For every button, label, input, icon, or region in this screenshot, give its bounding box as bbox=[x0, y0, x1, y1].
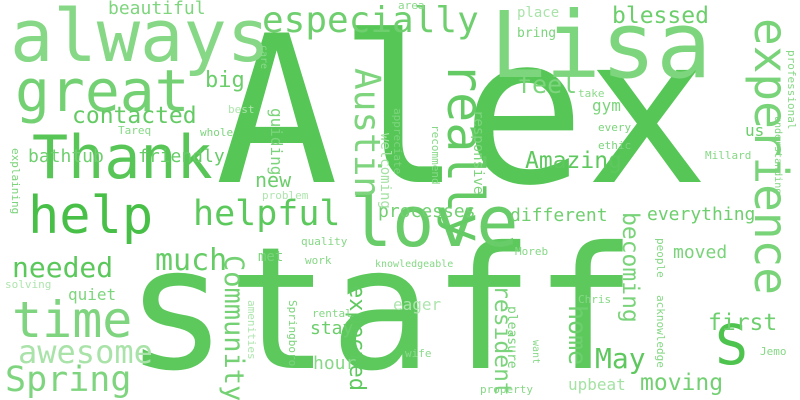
word-friendly: friendly bbox=[138, 146, 225, 167]
word-millard: Millard bbox=[705, 149, 752, 162]
word-moved: moved bbox=[673, 242, 728, 263]
word-spring: Spring bbox=[5, 360, 132, 400]
word-springboro: Springboro bbox=[286, 300, 299, 367]
word-big: big bbox=[205, 68, 245, 93]
word-gym: gym bbox=[592, 96, 621, 115]
word-tareq: Tareq bbox=[118, 124, 152, 137]
word-whole: whole bbox=[200, 126, 234, 139]
word-community: Community bbox=[218, 255, 249, 400]
word-moreb: Moreb bbox=[515, 245, 549, 258]
word-awesome: awesome bbox=[18, 333, 153, 371]
word-eager: eager bbox=[393, 295, 442, 314]
word-thank: Thank bbox=[32, 123, 213, 193]
word-property: property bbox=[480, 383, 533, 396]
word-people: people bbox=[654, 238, 667, 278]
word-jemo: Jemo bbox=[760, 345, 787, 358]
word-upbeat: upbeat bbox=[568, 375, 626, 394]
word-experience: experience bbox=[744, 18, 798, 295]
word-understanding: understanding bbox=[772, 116, 783, 195]
word-needed: needed bbox=[12, 251, 114, 284]
word-every: every bbox=[598, 121, 632, 134]
word-home: home bbox=[563, 305, 592, 366]
word-everything: everything bbox=[647, 204, 756, 225]
word-feel: feel bbox=[517, 70, 578, 99]
word-rental: rental bbox=[312, 307, 352, 320]
word-ethic: ethic bbox=[598, 139, 632, 152]
word-quality: quality bbox=[301, 235, 348, 248]
word-may: May bbox=[595, 342, 646, 375]
word-met: met bbox=[258, 249, 284, 265]
word-beautiful: beautiful bbox=[108, 0, 206, 19]
word-problem: problem bbox=[262, 189, 309, 202]
word-processes: processes bbox=[378, 201, 476, 222]
word-appreciate: appreciate bbox=[391, 108, 404, 175]
word-area: area bbox=[398, 0, 425, 12]
word-great: great bbox=[15, 57, 190, 125]
word-take: take bbox=[578, 87, 605, 100]
word-amenities: amenities bbox=[245, 300, 258, 360]
word-much: much bbox=[155, 243, 228, 278]
word-responsive: responsive bbox=[470, 110, 486, 195]
word-stay: stay bbox=[310, 318, 354, 339]
word-really: really bbox=[436, 62, 494, 243]
word-helpful: helpful bbox=[193, 194, 341, 234]
word-resident: resident bbox=[489, 285, 515, 396]
word-always: always bbox=[10, 0, 271, 78]
word-guiding: guiding bbox=[267, 108, 286, 176]
word-becoming: becoming bbox=[617, 212, 643, 323]
word-knowledgeable: knowledgeable bbox=[375, 259, 454, 270]
word-blessed: blessed bbox=[612, 3, 709, 29]
word-time: time bbox=[12, 291, 133, 349]
word-contacted: contacted bbox=[72, 103, 197, 129]
word-lisa: Lisa bbox=[490, 0, 712, 99]
word-bring: bring bbox=[517, 26, 557, 41]
word-alex: Alex bbox=[215, 0, 709, 231]
word-wife: wife bbox=[405, 347, 432, 360]
word-professional: professional bbox=[785, 50, 798, 130]
word-different: different bbox=[510, 205, 608, 226]
word-want: want bbox=[530, 340, 541, 365]
word-work: work bbox=[305, 254, 332, 267]
word-expected: expected bbox=[344, 285, 369, 391]
word-explaining: explaining bbox=[9, 148, 22, 215]
word-acknowledge: acknowledge bbox=[654, 295, 667, 368]
word-s: S bbox=[715, 313, 749, 377]
word-us: us bbox=[745, 121, 765, 140]
word-especially: especially bbox=[262, 0, 479, 41]
word-moving: moving bbox=[640, 370, 724, 396]
word-hour: hour bbox=[313, 353, 357, 374]
word-recommend: recommend bbox=[429, 125, 442, 185]
word-chris: Chris bbox=[578, 293, 612, 306]
word-bathtub: bathtub bbox=[28, 146, 104, 167]
word-amazing: Amazing bbox=[525, 148, 622, 174]
word-staff: staff bbox=[125, 211, 637, 400]
word-quiet: quiet bbox=[68, 285, 117, 304]
word-solving: solving bbox=[5, 278, 52, 291]
word-welcoming: welcoming bbox=[377, 133, 393, 209]
word-best: best bbox=[228, 103, 255, 116]
word-new: new bbox=[255, 168, 292, 192]
word-love: love bbox=[350, 181, 519, 263]
word-help: help bbox=[28, 186, 154, 246]
word-place: place bbox=[517, 5, 560, 21]
word-care: care bbox=[258, 45, 269, 70]
word-first: first bbox=[708, 310, 778, 336]
word-pleasure: pleasure bbox=[504, 306, 519, 369]
word-austin: Austin bbox=[346, 68, 387, 199]
